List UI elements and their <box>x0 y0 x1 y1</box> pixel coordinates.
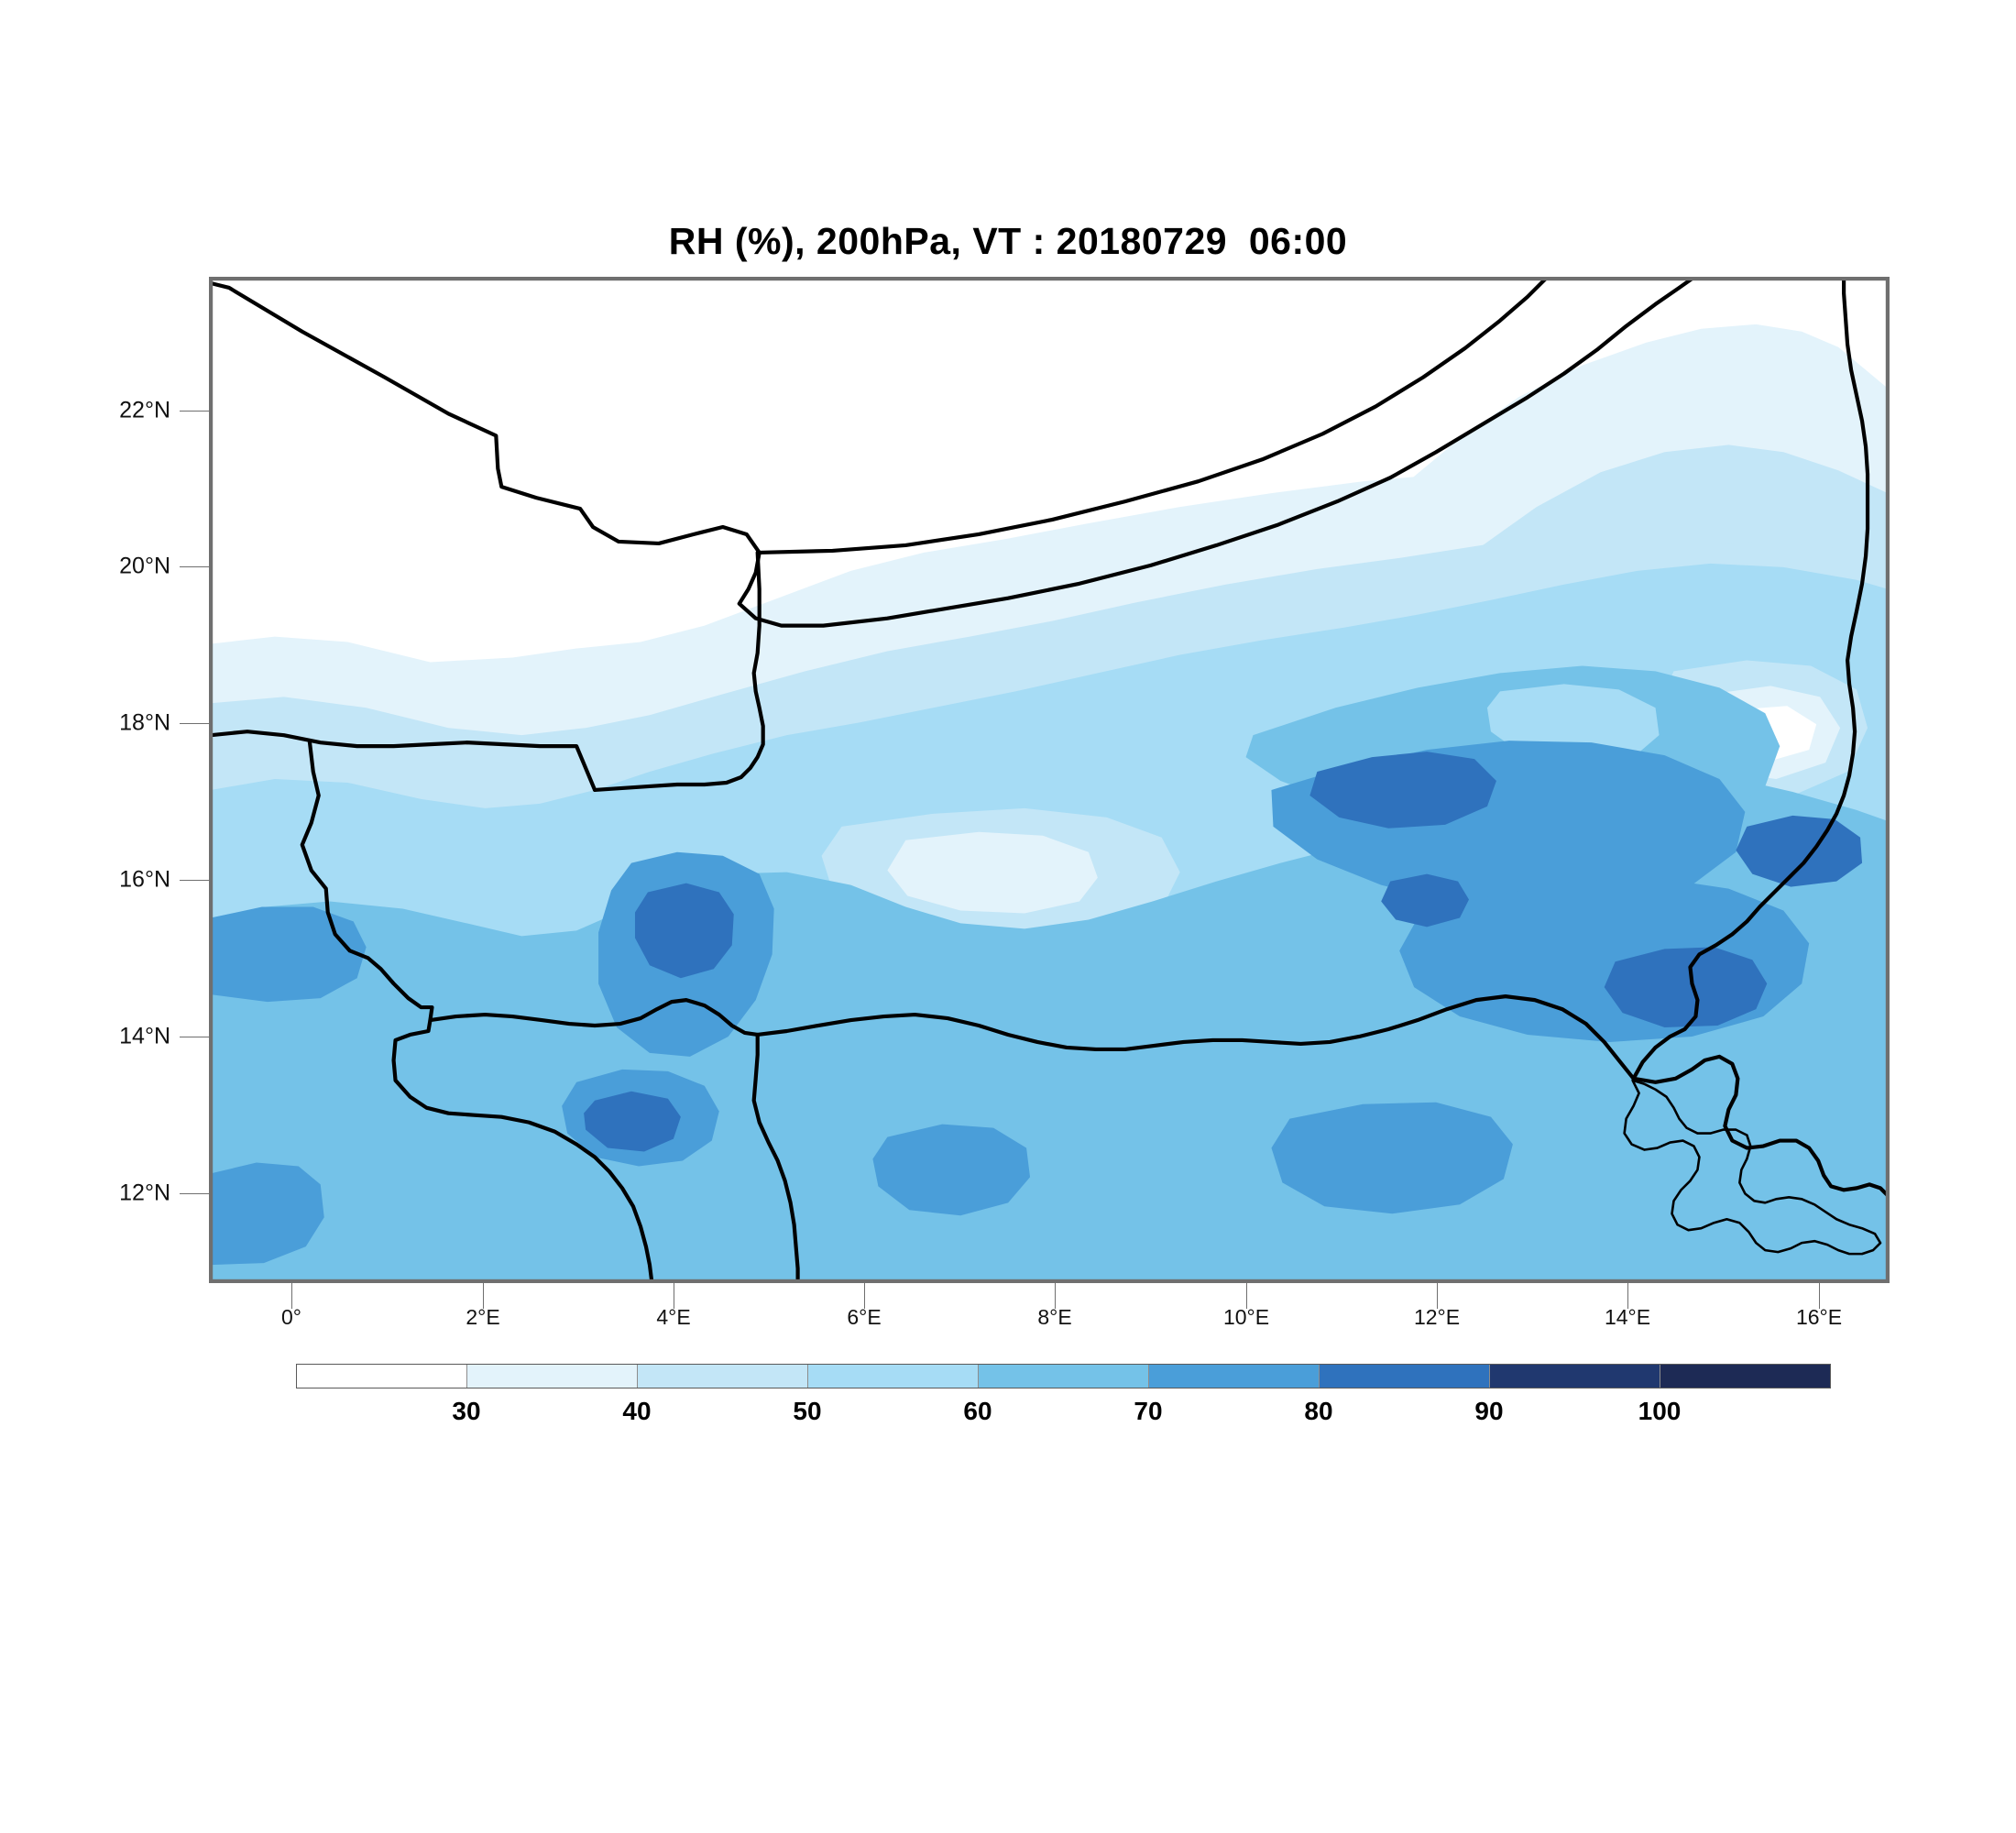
lon-tick-2 <box>483 1283 484 1309</box>
map-frame <box>211 279 1888 1281</box>
colorbar-segment-2 <box>637 1365 807 1388</box>
border-benin-niger <box>428 998 800 1281</box>
colorbar-label-60: 60 <box>963 1397 992 1425</box>
lat-label-18: 18°N <box>119 709 170 736</box>
lat-label-20: 20°N <box>119 553 170 579</box>
colorbar-label-40: 40 <box>622 1397 652 1425</box>
contour-band-70-80-west14 <box>211 906 367 1003</box>
contour-band-80-90-lakechad <box>1604 947 1768 1028</box>
lon-label-12: 12°E <box>1413 1305 1461 1329</box>
colorbar-segment-0 <box>297 1365 466 1388</box>
lon-label-10: 10°E <box>1222 1305 1270 1329</box>
contour-band-80-90-sw <box>584 1091 681 1152</box>
pale-pocket-central <box>887 831 1098 914</box>
colorbar-segment-6 <box>1319 1365 1489 1388</box>
lon-tick-16 <box>1819 1283 1820 1309</box>
lon-tick-0 <box>291 1283 292 1309</box>
colorbar-label-50: 50 <box>793 1397 822 1425</box>
contour-band-30-40-north-lobe <box>1399 324 1888 489</box>
border-niger-chad <box>1631 279 1870 1081</box>
colorbar-label-30: 30 <box>452 1397 481 1425</box>
rh-contour-map <box>211 279 1888 1281</box>
colorbar-label-100: 100 <box>1638 1397 1682 1425</box>
colorbar-segment-5 <box>1148 1365 1319 1388</box>
border-mali-algeria-niger <box>211 279 1694 628</box>
lat-tick-20 <box>180 566 209 567</box>
border-nigeria-cameroon <box>1631 1054 1888 1198</box>
colorbar[interactable] <box>296 1364 1831 1388</box>
lat-label-14: 14°N <box>119 1023 170 1049</box>
lon-label-8: 8°E <box>1037 1305 1072 1329</box>
country-borders <box>211 279 1888 1281</box>
contour-band-70-80-8e12n <box>872 1124 1031 1216</box>
border-mali-niger-vertical <box>592 550 765 793</box>
lat-label-22: 22°N <box>119 397 170 423</box>
lon-label-16: 16°E <box>1795 1305 1843 1329</box>
colorbar-segment-7 <box>1489 1365 1660 1388</box>
lat-tick-12 <box>180 1193 209 1194</box>
lon-label-14: 14°E <box>1604 1305 1651 1329</box>
map-panel[interactable] <box>209 277 1890 1283</box>
lon-label-2: 2°E <box>466 1305 500 1329</box>
colorbar-label-90: 90 <box>1474 1397 1504 1425</box>
lat-label-16: 16°N <box>119 866 170 893</box>
lon-tick-12 <box>1437 1283 1438 1309</box>
lat-label-12: 12°N <box>119 1180 170 1206</box>
page-title: RH (%), 200hPa, VT : 20180729 06:00 <box>668 220 1348 262</box>
border-algeria-niger-east <box>757 279 1548 554</box>
colorbar-segment-4 <box>978 1365 1148 1388</box>
lon-label-4: 4°E <box>656 1305 691 1329</box>
lat-tick-16 <box>180 880 209 881</box>
lon-tick-8 <box>1055 1283 1056 1309</box>
contour-band-70-80-farwest <box>211 1162 324 1266</box>
contour-band-80-90-tahoua <box>634 883 734 979</box>
colorbar-segment-8 <box>1660 1365 1830 1388</box>
lon-tick-10 <box>1246 1283 1247 1309</box>
lake-chad-outline <box>1623 1079 1882 1256</box>
lon-label-6: 6°E <box>847 1305 882 1329</box>
colorbar-label-80: 80 <box>1304 1397 1333 1425</box>
lat-tick-18 <box>180 723 209 724</box>
colorbar-segment-1 <box>466 1365 637 1388</box>
contour-band-80-90-spot-12e <box>1381 873 1469 927</box>
border-burkina-niger <box>300 739 654 1281</box>
colorbar-label-70: 70 <box>1134 1397 1163 1425</box>
contour-band-70-80-11e12n <box>1271 1102 1513 1214</box>
lon-label-0: 0° <box>281 1305 301 1329</box>
lon-tick-6 <box>864 1283 865 1309</box>
contour-band-80-90-15e16n <box>1736 815 1863 887</box>
border-niger-nigeria <box>755 994 1636 1081</box>
lon-tick-14 <box>1627 1283 1628 1309</box>
lat-tick-22 <box>180 411 209 412</box>
border-mali-burkina-niger <box>211 730 597 793</box>
contour-band-40-50-ne-tongue <box>1472 445 1888 557</box>
contour-band-80-90-chad-ridge <box>1309 752 1496 829</box>
colorbar-segment-3 <box>807 1365 978 1388</box>
